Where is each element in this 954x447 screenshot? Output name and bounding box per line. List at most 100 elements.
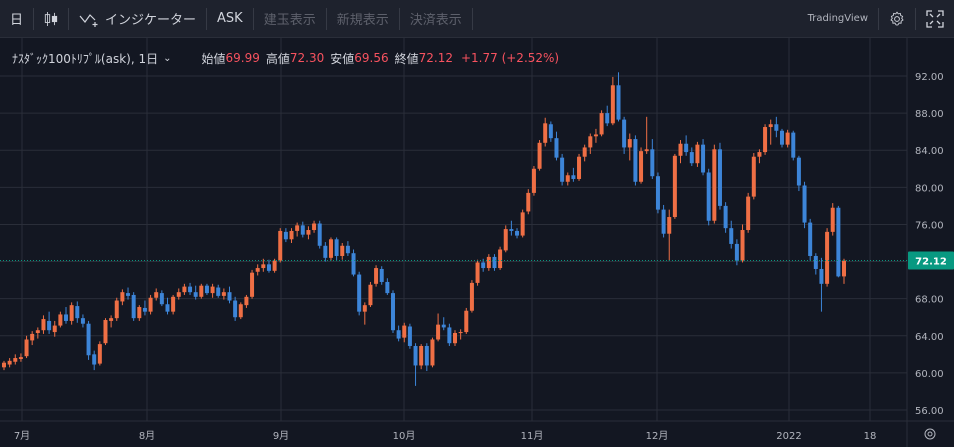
candle-body[interactable] [436, 324, 441, 340]
chart-type-button[interactable] [34, 0, 68, 38]
candle-body[interactable] [148, 297, 153, 312]
candle-body[interactable] [266, 264, 271, 271]
candle-body[interactable] [114, 300, 119, 319]
candle-body[interactable] [655, 176, 660, 210]
candle-body[interactable] [379, 268, 384, 282]
candle-body[interactable] [554, 138, 559, 158]
candle-body[interactable] [796, 157, 801, 186]
symbol-name[interactable]: ﾅｽﾀﾞｯｸ100ﾄﾘﾌﾟﾙ(ask), 1日 [12, 51, 159, 66]
candle-body[interactable] [842, 260, 846, 277]
candle-body[interactable] [622, 119, 627, 148]
candle-body[interactable] [441, 324, 446, 328]
candle-body[interactable] [362, 305, 367, 312]
candle-body[interactable] [475, 262, 480, 283]
candle-body[interactable] [18, 357, 23, 359]
candle-body[interactable] [610, 85, 615, 124]
candle-body[interactable] [667, 217, 672, 234]
axis-settings-icon[interactable] [924, 428, 936, 440]
candle-body[interactable] [204, 285, 209, 294]
candle-body[interactable] [413, 345, 418, 366]
candle-body[interactable] [35, 330, 40, 333]
candle-body[interactable] [650, 149, 655, 177]
candle-body[interactable] [424, 345, 429, 366]
candle-body[interactable] [819, 268, 824, 284]
candle-body[interactable] [537, 142, 542, 169]
interval-button[interactable]: 日 [0, 0, 33, 38]
candle-body[interactable] [182, 286, 187, 293]
candle-body[interactable] [295, 225, 300, 231]
candle-body[interactable] [30, 333, 35, 341]
candle-body[interactable] [684, 143, 689, 153]
candle-body[interactable] [543, 123, 548, 143]
ask-button[interactable]: ASK [207, 0, 253, 38]
candle-body[interactable] [368, 284, 373, 306]
candle-body[interactable] [283, 231, 288, 240]
candle-body[interactable] [577, 156, 582, 179]
candle-body[interactable] [261, 264, 266, 269]
candle-body[interactable] [351, 253, 356, 275]
candle-body[interactable] [706, 172, 711, 221]
candle-body[interactable] [58, 314, 63, 326]
candle-body[interactable] [374, 268, 379, 284]
new-display-button[interactable]: 新規表示 [327, 0, 399, 38]
candle-body[interactable] [97, 344, 102, 364]
candle-body[interactable] [593, 134, 598, 137]
candle-body[interactable] [531, 168, 536, 193]
candle-body[interactable] [300, 225, 305, 235]
candle-body[interactable] [210, 286, 215, 294]
candle-body[interactable] [751, 156, 756, 197]
candle-body[interactable] [317, 223, 322, 246]
candle-body[interactable] [520, 212, 525, 236]
candle-body[interactable] [64, 314, 69, 321]
candle-body[interactable] [808, 222, 813, 256]
candle-body[interactable] [126, 293, 131, 296]
candle-body[interactable] [238, 304, 243, 318]
candle-body[interactable] [757, 152, 762, 157]
candle-body[interactable] [131, 294, 136, 319]
candle-body[interactable] [103, 320, 108, 344]
candle-body[interactable] [109, 318, 114, 321]
candle-body[interactable] [560, 157, 565, 182]
candle-body[interactable] [154, 292, 159, 298]
candle-body[interactable] [481, 262, 486, 269]
candle-body[interactable] [571, 175, 576, 179]
candle-body[interactable] [453, 332, 458, 344]
price-chart[interactable]: 92.0088.0084.0080.0076.0072.0068.0064.00… [0, 38, 954, 447]
candle-body[interactable] [616, 85, 621, 120]
candle-body[interactable] [701, 144, 706, 173]
candle-body[interactable] [712, 149, 717, 221]
candle-body[interactable] [188, 286, 193, 293]
position-display-button[interactable]: 建玉表示 [254, 0, 326, 38]
settings-button[interactable] [879, 0, 915, 38]
candle-body[interactable] [717, 149, 722, 206]
candle-body[interactable] [779, 130, 784, 145]
candle-body[interactable] [233, 300, 238, 318]
candle-body[interactable] [13, 358, 18, 362]
candle-body[interactable] [390, 293, 395, 331]
candle-body[interactable] [509, 229, 514, 231]
candle-body[interactable] [639, 151, 644, 182]
candle-body[interactable] [503, 229, 508, 251]
candle-body[interactable] [216, 287, 221, 296]
candle-body[interactable] [633, 139, 638, 182]
candle-body[interactable] [289, 230, 294, 240]
candle-body[interactable] [402, 325, 407, 338]
candle-body[interactable] [407, 326, 412, 346]
candle-body[interactable] [92, 354, 97, 365]
candle-body[interactable] [644, 149, 649, 152]
candle-body[interactable] [86, 323, 91, 356]
candle-body[interactable] [7, 360, 12, 365]
candle-body[interactable] [2, 362, 6, 368]
candle-body[interactable] [199, 285, 204, 297]
candle-body[interactable] [746, 196, 751, 231]
candle-body[interactable] [661, 209, 666, 234]
candle-body[interactable] [227, 292, 232, 301]
candle-body[interactable] [689, 152, 694, 164]
candle-body[interactable] [548, 124, 553, 139]
candle-body[interactable] [396, 330, 401, 339]
candle-body[interactable] [75, 306, 80, 319]
candle-body[interactable] [278, 230, 283, 261]
candle-body[interactable] [340, 245, 345, 256]
candle-body[interactable] [312, 223, 317, 231]
candle-body[interactable] [526, 192, 531, 212]
